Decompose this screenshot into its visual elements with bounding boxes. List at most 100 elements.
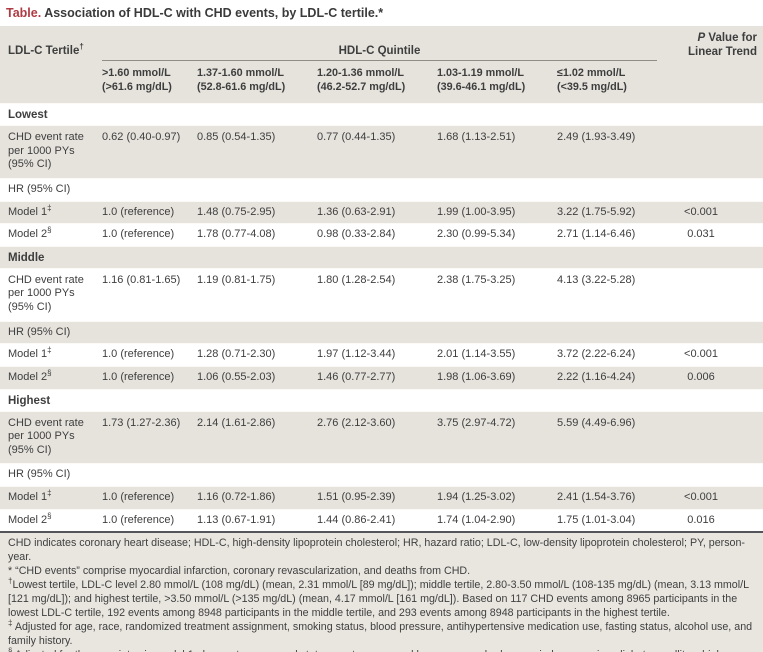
p-value-cell <box>657 126 763 137</box>
data-cell: 1.68 (1.13-2.51) <box>437 131 516 144</box>
data-cell: 1.28 (0.71-2.30) <box>197 348 276 361</box>
data-cell: 2.14 (1.61-2.86) <box>197 416 276 429</box>
p-value-cell: <0.001 <box>684 205 718 218</box>
column-header-q4: 1.03-1.19 mmol/L (39.6-46.1 mg/dL) <box>437 67 526 94</box>
data-cell: 1.0 (reference) <box>102 205 175 218</box>
footnote-tertiles: †Lowest tertile, LDL-C level 2.80 mmol/L… <box>8 576 749 619</box>
p-value-cell: 0.031 <box>687 228 715 241</box>
p-value-cell: <0.001 <box>684 348 718 361</box>
data-cell: 4.13 (3.22-5.28) <box>557 273 636 286</box>
data-cell: 1.0 (reference) <box>102 491 175 504</box>
p-value-cell: <0.001 <box>684 491 718 504</box>
section-header-middle: Middle <box>0 245 763 268</box>
data-cell: 2.41 (1.54-3.76) <box>557 491 636 504</box>
group-header-hdl-quintile: HDL-C Quintile <box>102 28 657 61</box>
data-cell: 0.62 (0.40-0.97) <box>102 131 181 144</box>
table-row-model1-middle: Model 1‡ 1.0 (reference) 1.28 (0.71-2.30… <box>0 343 763 366</box>
data-cell: 1.0 (reference) <box>102 348 175 361</box>
data-cell: 1.97 (1.12-3.44) <box>317 348 396 361</box>
data-cell: 3.72 (2.22-6.24) <box>557 348 636 361</box>
row-label: Model 1‡ <box>8 202 52 218</box>
table-row-hr-middle: HR (95% CI) <box>0 320 763 344</box>
row-label: HR (95% CI) <box>8 325 71 338</box>
data-cell: 1.0 (reference) <box>102 513 175 526</box>
column-header-q2: 1.37-1.60 mmol/L (52.8-61.6 mg/dL) <box>197 67 286 94</box>
row-label: CHD event rate per 1000 PYs (95% CI) <box>8 273 84 314</box>
footnote-chd-events: * “CHD events” comprise myocardial infar… <box>8 565 471 578</box>
footnotes: CHD indicates coronary heart disease; HD… <box>0 531 763 652</box>
data-cell: 1.99 (1.00-3.95) <box>437 205 516 218</box>
section-marker: § <box>47 511 52 521</box>
table-row-model2-lowest: Model 2§ 1.0 (reference) 1.78 (0.77-4.08… <box>0 223 763 246</box>
data-cell: 1.06 (0.55-2.03) <box>197 370 276 383</box>
data-cell: 1.44 (0.86-2.41) <box>317 513 396 526</box>
section-marker: § <box>47 368 52 378</box>
p-value-cell: 0.006 <box>687 370 715 383</box>
p-value-cell: 0.016 <box>687 513 715 526</box>
p-value-cell <box>657 269 763 280</box>
table-row-chd-middle: CHD event rate per 1000 PYs (95% CI) 1.1… <box>0 267 763 321</box>
section-title: Highest <box>8 394 51 407</box>
row-label: Model 1‡ <box>8 345 52 361</box>
column-header-q1: >1.60 mmol/L (>61.6 mg/dL) <box>102 67 172 94</box>
data-cell: 1.48 (0.75-2.95) <box>197 205 276 218</box>
row-label: HR (95% CI) <box>8 182 71 195</box>
section-title: Middle <box>8 251 45 264</box>
footnote-abbreviations: CHD indicates coronary heart disease; HD… <box>8 537 745 564</box>
section-header-highest: Highest <box>0 388 763 411</box>
data-cell: 1.16 (0.81-1.65) <box>102 273 181 286</box>
footnote-model2-adjustment: § Adjusted for the covariates in model 1… <box>8 646 726 652</box>
data-cell: 1.80 (1.28-2.54) <box>317 273 396 286</box>
table-title-text: Association of HDL-C with CHD events, by… <box>44 6 384 20</box>
data-cell: 1.0 (reference) <box>102 228 175 241</box>
data-cell: 0.77 (0.44-1.35) <box>317 131 396 144</box>
row-label: CHD event rate per 1000 PYs (95% CI) <box>8 131 84 171</box>
p-value-cell <box>657 412 763 423</box>
data-cell: 2.22 (1.16-4.24) <box>557 370 636 383</box>
column-header-q3: 1.20-1.36 mmol/L (46.2-52.7 mg/dL) <box>317 67 406 94</box>
data-cell: 2.38 (1.75-3.25) <box>437 273 516 286</box>
data-cell: 3.75 (2.97-4.72) <box>437 416 516 429</box>
section-header-lowest: Lowest <box>0 103 763 125</box>
row-label-header: LDL-C Tertile† <box>8 42 84 57</box>
data-cell: 1.74 (1.04-2.90) <box>437 513 516 526</box>
data-cell: 2.71 (1.14-6.46) <box>557 228 636 241</box>
double-dagger-marker: ‡ <box>47 488 52 498</box>
row-label: Model 2§ <box>8 511 52 526</box>
data-cell: 0.98 (0.33-2.84) <box>317 228 396 241</box>
table-title: Table. Association of HDL-C with CHD even… <box>0 0 763 26</box>
table-row-chd-highest: CHD event rate per 1000 PYs (95% CI) 1.7… <box>0 410 763 464</box>
p-value-header: P Value for Linear Trend <box>687 32 757 59</box>
data-cell: 1.19 (0.81-1.75) <box>197 273 276 286</box>
data-cell: 1.13 (0.67-1.91) <box>197 513 276 526</box>
data-cell: 2.76 (2.12-3.60) <box>317 416 396 429</box>
row-label: Model 2§ <box>8 225 52 241</box>
dagger-marker: † <box>79 42 84 52</box>
table-row-chd-lowest: CHD event rate per 1000 PYs (95% CI) 0.6… <box>0 125 763 178</box>
data-cell: 2.01 (1.14-3.55) <box>437 348 516 361</box>
double-dagger-marker: ‡ <box>47 202 52 212</box>
data-cell: 1.0 (reference) <box>102 370 175 383</box>
data-cell: 1.36 (0.63-2.91) <box>317 205 396 218</box>
data-cell: 5.59 (4.49-6.96) <box>557 416 636 429</box>
double-dagger-marker: ‡ <box>47 345 52 355</box>
data-cell: 0.85 (0.54-1.35) <box>197 131 276 144</box>
section-title: Lowest <box>8 109 48 122</box>
table-row-hr-lowest: HR (95% CI) <box>0 177 763 201</box>
data-cell: 2.30 (0.99-5.34) <box>437 228 516 241</box>
data-cell: 1.78 (0.77-4.08) <box>197 228 276 241</box>
table-row-model2-highest: Model 2§ 1.0 (reference) 1.13 (0.67-1.91… <box>0 508 763 532</box>
data-cell: 1.51 (0.95-2.39) <box>317 491 396 504</box>
table-title-prefix: Table. <box>6 6 42 20</box>
row-label: CHD event rate per 1000 PYs (95% CI) <box>8 416 84 456</box>
table-row-model1-lowest: Model 1‡ 1.0 (reference) 1.48 (0.75-2.95… <box>0 200 763 224</box>
section-marker: § <box>47 225 52 235</box>
row-label: Model 1‡ <box>8 488 52 504</box>
row-label: HR (95% CI) <box>8 468 71 481</box>
data-cell: 1.16 (0.72-1.86) <box>197 491 276 504</box>
quintile-column-headers: >1.60 mmol/L (>61.6 mg/dL) 1.37-1.60 mmol… <box>102 61 763 103</box>
data-cell: 2.49 (1.93-3.49) <box>557 131 636 144</box>
row-label: Model 2§ <box>8 368 52 383</box>
footnote-model1-adjustment: ‡ Adjusted for age, race, randomized tre… <box>8 618 753 647</box>
